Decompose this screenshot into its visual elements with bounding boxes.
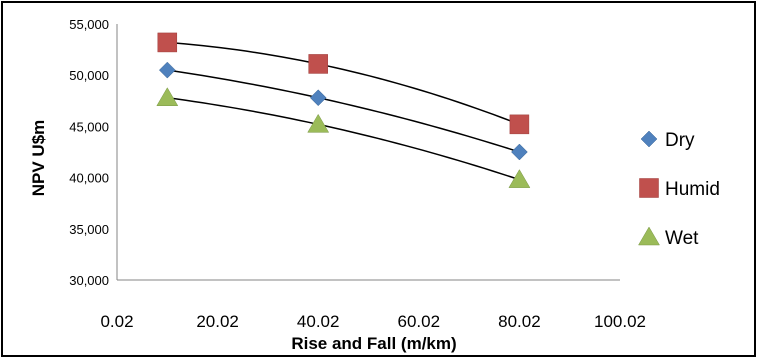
x-tick-label: 0.02: [100, 312, 133, 331]
y-tick-label: 35,000: [69, 222, 109, 237]
trendline-humid: [167, 41, 520, 126]
point-dry: [309, 89, 327, 107]
point-dry: [511, 143, 528, 161]
x-tick-label: 60.02: [398, 312, 441, 331]
point-wet: [508, 169, 531, 188]
point-humid: [308, 54, 328, 74]
point-wet: [156, 87, 179, 106]
x-tick-label: 40.02: [297, 312, 340, 331]
trendline-wet: [167, 96, 520, 181]
point-humid: [509, 114, 530, 135]
legend-label-humid: Humid: [665, 179, 720, 200]
legend-label-dry: Dry: [665, 130, 695, 151]
y-tick-label: 50,000: [69, 68, 109, 83]
legend-marker-humid: [639, 178, 659, 198]
data-marks: [156, 32, 531, 188]
x-axis-title: Rise and Fall (m/km): [291, 334, 456, 353]
legend: Dry Humid Wet: [638, 130, 720, 249]
legend-label-wet: Wet: [665, 228, 699, 249]
point-wet: [307, 113, 330, 133]
y-axis-title: NPV U$m: [29, 120, 48, 197]
point-humid: [157, 32, 178, 53]
y-tick-label: 30,000: [69, 273, 109, 288]
point-dry: [158, 61, 176, 79]
y-tick-label: 55,000: [69, 17, 109, 32]
y-tick-label: 45,000: [69, 119, 109, 134]
x-tick-label: 100.02: [594, 312, 646, 331]
trendlines: [167, 41, 520, 181]
y-tick-label: 40,000: [69, 171, 109, 186]
trendline-dry: [167, 69, 520, 153]
tick-labels: 30,000 35,000 40,000 45,000 50,000 55,000 0.02…: [69, 17, 646, 331]
legend-marker-dry: [640, 130, 658, 148]
axes: [116, 24, 620, 281]
x-tick-label: 20.02: [196, 312, 239, 331]
x-tick-label: 80.02: [498, 312, 541, 331]
legend-marker-wet: [638, 226, 660, 246]
